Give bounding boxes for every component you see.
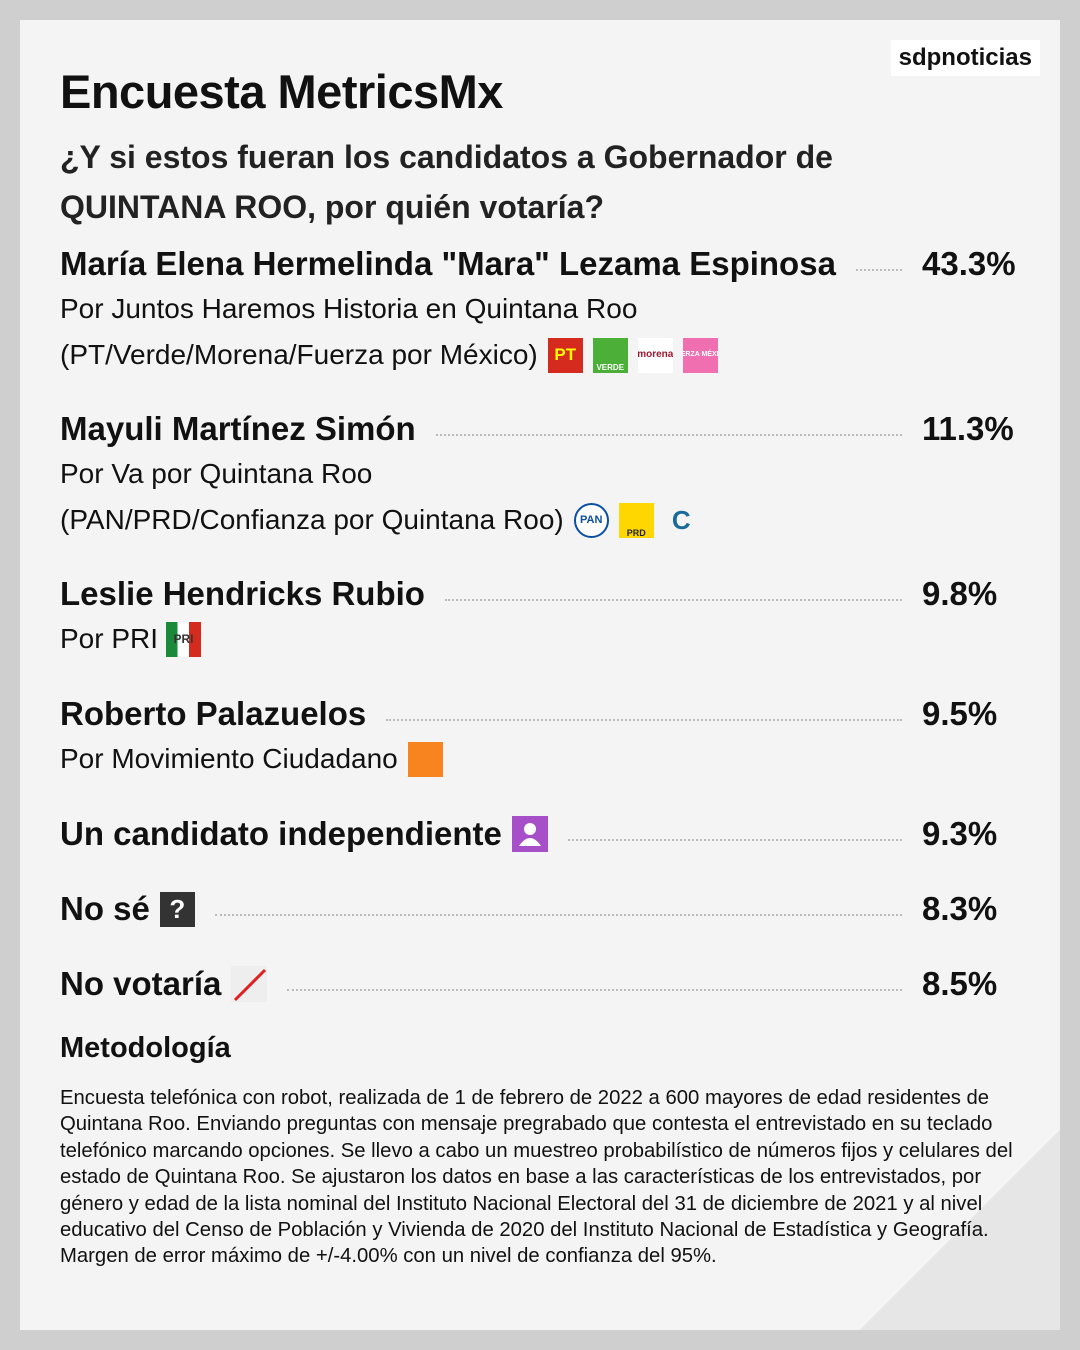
candidate-name: Roberto Palazuelos <box>60 695 367 732</box>
decoration <box>860 1130 1060 1330</box>
candidate: No votaría 8.5% <box>60 962 1018 1006</box>
parties: (PT/Verde/Morena/Fuerza por México) PT V… <box>60 332 1018 378</box>
person-icon <box>511 816 548 852</box>
leader <box>214 914 902 916</box>
logo: C <box>663 502 699 538</box>
leader <box>386 719 902 721</box>
percent: 9.3% <box>922 815 998 852</box>
logo: PT <box>547 337 583 373</box>
percent: 43.3% <box>922 245 1016 282</box>
candidate-name: Mayuli Martínez Simón <box>60 410 416 447</box>
logo: PRI <box>166 621 202 657</box>
candidate: No sé ? 8.3% <box>60 887 1018 931</box>
candidate-name: No votaría <box>60 965 222 1002</box>
party-text: Por Movimiento Ciudadano <box>60 743 398 774</box>
candidate: Roberto Palazuelos 9.5% Por Movimiento Ci… <box>60 692 1018 782</box>
percent: 9.8% <box>922 575 998 612</box>
brand: sdpnoticias <box>890 40 1040 76</box>
candidate-name: Un candidato independiente <box>60 815 502 852</box>
leader <box>567 839 902 841</box>
leader <box>444 599 902 601</box>
parties-text: (PT/Verde/Morena/Fuerza por México) <box>60 339 538 370</box>
candidate-name: No sé <box>60 890 150 927</box>
title: Encuesta MetricsMx <box>60 65 503 118</box>
leader <box>287 989 902 991</box>
candidate-name: Leslie Hendricks Rubio <box>60 575 425 612</box>
candidate: Mayuli Martínez Simón 11.3% Por Va por Qu… <box>60 407 1018 543</box>
candidate-name: María Elena Hermelinda "Mara" Lezama Esp… <box>60 245 836 282</box>
parties: (PAN/PRD/Confianza por Quintana Roo) PAN… <box>60 497 1018 543</box>
logo: FUERZA MÉXICO <box>682 337 718 373</box>
candidate: María Elena Hermelinda "Mara" Lezama Esp… <box>60 242 1018 378</box>
party: Por Movimiento Ciudadano <box>60 736 1018 782</box>
slash-icon <box>231 966 268 1002</box>
coalition: Por Va por Quintana Roo <box>60 458 373 489</box>
leader <box>855 269 902 271</box>
percent: 9.5% <box>922 695 998 732</box>
parties-text: (PAN/PRD/Confianza por Quintana Roo) <box>60 504 564 535</box>
candidate: Leslie Hendricks Rubio 9.8% Por PRI PRI <box>60 572 1018 662</box>
candidate: Un candidato independiente 9.3% <box>60 812 1018 856</box>
question: ¿Y si estos fueran los candidatos a Gobe… <box>60 139 833 225</box>
logo <box>407 741 443 777</box>
methodology-heading: Metodología <box>60 1032 231 1064</box>
party: Por PRI PRI <box>60 616 1018 662</box>
question-icon: ? <box>159 891 195 927</box>
percent: 8.5% <box>922 965 998 1002</box>
logo: morena <box>637 337 673 373</box>
leader <box>435 434 902 436</box>
coalition: Por Juntos Haremos Historia en Quintana … <box>60 293 638 324</box>
percent: 11.3% <box>922 410 1014 447</box>
logo: PAN <box>573 502 609 538</box>
percent: 8.3% <box>922 890 998 927</box>
logo: PRD <box>618 502 654 538</box>
party-text: Por PRI <box>60 623 159 654</box>
methodology-text: Encuesta telefónica con robot, realizada… <box>60 1087 1013 1268</box>
card: sdpnoticias Encuesta MetricsMx ¿Y si est… <box>20 20 1060 1330</box>
logo: VERDE <box>592 337 628 373</box>
